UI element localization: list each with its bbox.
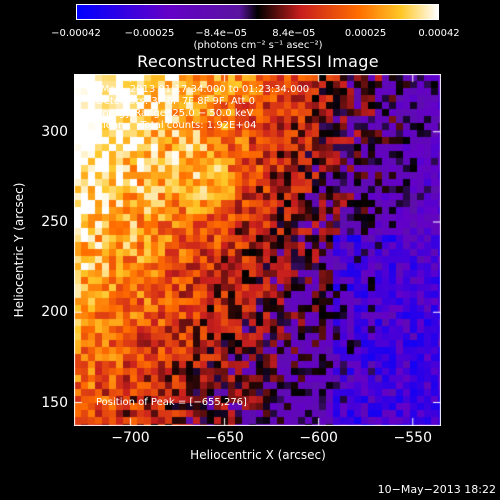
- energy-range-annotation: Energy Range: 25.0 − 50.0 keV: [96, 108, 254, 119]
- colorbar-tick-label: 0.00042: [418, 28, 460, 39]
- heatmap-image: [74, 74, 441, 426]
- plot-area: 6−May−2013 01:17:34.000 to 01:23:34.000 …: [74, 74, 441, 426]
- x-tick-label: −550: [393, 430, 432, 446]
- colorbar-tick-label: 0.00025: [344, 28, 387, 39]
- colorbar-tick-label: −0.00042: [51, 28, 101, 39]
- chart-title: Reconstructed RHESSI Image: [137, 52, 379, 71]
- y-tick-label: 300: [41, 123, 68, 140]
- y-tick-label: 200: [41, 304, 68, 321]
- time-range-annotation: 6−May−2013 01:17:34.000 to 01:23:34.000: [86, 84, 310, 95]
- clean-counts-annotation: Clean Total counts: 1.92E+04: [96, 120, 257, 131]
- timestamp: 10−May−2013 18:22: [377, 483, 496, 496]
- colorbar-tick-label: 8.4e−05: [272, 28, 316, 39]
- y-tick-label: 150: [41, 394, 68, 411]
- colorbar: [76, 4, 439, 20]
- x-axis-label: Heliocentric X (arcsec): [190, 448, 326, 462]
- y-axis-label: Heliocentric Y (arcsec): [12, 182, 26, 318]
- peak-position-annotation: Position of Peak = [−655,276]: [96, 397, 247, 408]
- detectors-annotation: Detectors: 3F 6F 7F 8F 9F, Att 0: [96, 96, 256, 107]
- x-tick-label: −700: [111, 430, 150, 446]
- y-tick-label: 250: [41, 214, 68, 231]
- colorbar-tick-label: −0.00025: [124, 28, 175, 39]
- x-tick-label: −600: [299, 430, 338, 446]
- x-tick-label: −650: [205, 430, 244, 446]
- colorbar-units: (photons cm⁻² s⁻¹ asec⁻²): [193, 40, 323, 51]
- colorbar-tick-label: −8.4e−05: [195, 28, 247, 39]
